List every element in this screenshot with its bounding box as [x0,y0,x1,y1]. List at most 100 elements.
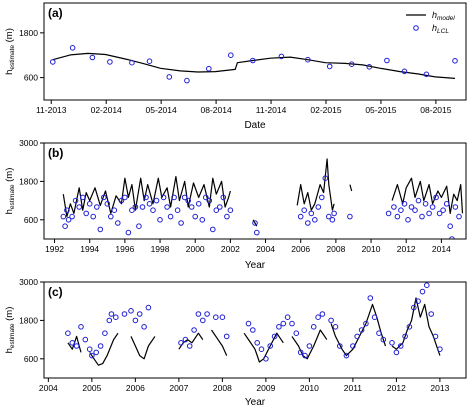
lcl-point [366,64,373,70]
model-line-segment [243,332,284,363]
lcl-point [102,330,108,337]
lcl-point [402,333,408,340]
lcl-point [415,298,421,305]
lcl-point [182,336,189,343]
lcl-point [97,226,104,233]
x-axis-title: Date [244,120,266,131]
lcl-point [305,220,311,226]
lcl-point [171,194,177,201]
x-tick-label: 2006 [291,244,310,254]
lcl-point [97,343,104,349]
lcl-point [72,197,79,204]
x-tick-label: 2000 [186,244,205,254]
lcl-point [305,56,311,63]
lcl-point [389,340,395,346]
lcl-point [129,59,135,66]
lcl-point [65,217,72,223]
lcl-point [121,311,128,317]
chart-panel-1: 11-2013 02-2014 05-2014 08-2014 11-2014 02-20… [4,2,467,131]
legend-lcl-swatch [413,25,419,31]
lcl-point [200,317,206,324]
chart-panel-2: 1992 1994 1996 1998 2000 2002 2004 2006 2008 2010… [4,138,467,271]
x-tick-label: 08-2014 [200,105,231,115]
lcl-point [326,213,332,220]
lcl-point [271,333,278,340]
x-tick-label: 11-2013 [36,105,67,115]
lcl-point [50,59,56,65]
lcl-point [118,197,125,204]
lcl-point [89,54,96,61]
plot-area [50,45,458,84]
legend-lcl-label: hLCL [432,23,449,35]
lcl-point [452,204,459,210]
lcl-point [258,346,265,353]
lcl-point [89,352,95,359]
x-tick-label: 2008 [213,383,232,393]
lcl-point [62,223,68,229]
lcl-point [145,304,152,311]
x-tick-label: 11-2014 [256,105,287,115]
lcl-point [419,213,425,220]
y-tick-label: 600 [24,73,38,83]
y-axis-title: hestimate (m) [4,28,16,75]
lcl-point [213,207,220,213]
lcl-point [401,201,408,207]
model-line-segment [296,158,335,211]
lcl-point [141,324,147,330]
x-tick-label: 2009 [256,383,275,393]
chart-panel-3: 2004 2005 2006 2007 2008 2009 2010 2011 2012 2013… [4,277,467,408]
lcl-point [188,204,195,210]
lcl-point [69,340,76,346]
lcl-point [132,204,139,210]
lcl-point [284,314,291,321]
lcl-point [167,213,174,220]
legend-model-label: hmodel [432,10,455,22]
lcl-point [228,52,234,59]
lcl-point [185,197,191,204]
model-line-segment [349,184,353,192]
x-tick-label: 1998 [151,244,170,254]
lcl-point [60,213,67,220]
lcl-point [153,197,160,204]
plot-frame [43,142,467,240]
lcl-point [93,349,99,356]
lcl-point [315,314,321,321]
x-tick-label: 1996 [115,244,134,254]
lcl-point [350,343,356,349]
lcl-point [254,340,261,346]
lcl-point [302,352,308,359]
lcl-point [443,201,450,207]
lcl-point [224,213,230,220]
x-tick-label: 2004 [256,244,275,254]
lcl-point [315,204,322,210]
lcl-point [289,320,295,327]
lcl-point [367,295,374,301]
lcl-point [219,314,226,321]
x-axis-title: Year [245,397,266,408]
plot-frame [43,281,467,379]
lcl-point [150,207,156,213]
lcl-point [90,213,96,220]
model-line-segment [62,176,231,218]
lcl-point [329,217,336,223]
lcl-point [412,207,418,213]
lcl-point [113,314,119,321]
lcl-point [312,217,318,223]
x-tick-label: 2008 [326,244,345,254]
lcl-point [331,210,337,217]
lcl-point [64,207,70,213]
lcl-point [250,57,256,64]
lcl-point [213,314,219,321]
lcl-point [385,210,392,217]
lcl-point [447,223,454,229]
lcl-point [398,207,404,213]
lcl-point [132,317,139,324]
lcl-point [108,311,115,317]
lcl-point [276,324,282,330]
y-tick-label: 3000 [19,277,38,287]
lcl-point [406,324,413,330]
y-axis-title-unit: (m) [4,168,15,185]
lcl-point [405,217,411,223]
lcl-point [337,343,343,349]
